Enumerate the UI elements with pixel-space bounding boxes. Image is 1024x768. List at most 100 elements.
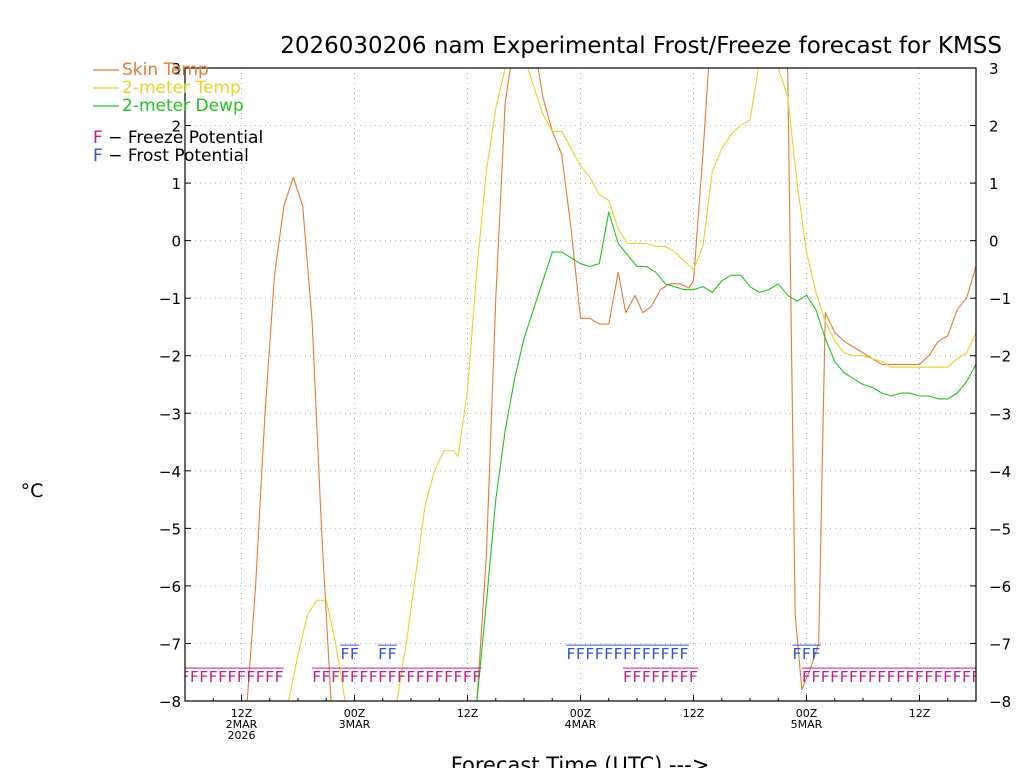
y-tick-label: −5 (159, 520, 181, 538)
freeze-marker: F (623, 668, 632, 686)
legend-label: Skin Temp (122, 60, 209, 80)
frost-marker: F (350, 645, 359, 663)
freeze-marker: F (821, 668, 830, 686)
series-line-2-meter-dewp (476, 211, 976, 701)
freeze-marker: F (416, 668, 425, 686)
frost-marker: F (595, 645, 604, 663)
freeze-marker: F (274, 668, 283, 686)
freeze-marker: F (661, 668, 670, 686)
y-tick-label: 3 (171, 60, 181, 78)
freeze-marker: F (180, 668, 189, 686)
frost-marker: F (802, 645, 811, 663)
frost-marker: F (679, 645, 688, 663)
x-tick-label: 12Z (457, 707, 479, 720)
freeze-marker: F (877, 668, 886, 686)
x-tick-label: 5MAR (791, 718, 823, 731)
y-tick-label-right: 0 (989, 233, 999, 251)
frost-marker: F (566, 645, 575, 663)
x-tick-label: 12Z (909, 707, 931, 720)
y-tick-label-right: −5 (989, 520, 1011, 538)
x-axis-label: Forecast Time (UTC) ---> (451, 753, 710, 768)
frost-marker: F (623, 645, 632, 663)
freeze-marker: F (887, 668, 896, 686)
freeze-marker: F (868, 668, 877, 686)
x-tick-label: 3MAR (339, 718, 371, 731)
freeze-marker: F (227, 668, 236, 686)
x-tick-label: 12Z (231, 707, 253, 720)
y-tick-label: 2 (171, 118, 181, 136)
y-tick-label-right: 3 (989, 60, 999, 78)
y-tick-label-right: 1 (989, 175, 999, 193)
freeze-marker: F (444, 668, 453, 686)
freeze-marker: F (406, 668, 415, 686)
frost-marker: F (792, 645, 801, 663)
freeze-marker: F (378, 668, 387, 686)
freeze-marker: F (340, 668, 349, 686)
freeze-marker: F (397, 668, 406, 686)
series-layer (246, 68, 976, 701)
freeze-marker: F (858, 668, 867, 686)
y-tick-label: −7 (159, 635, 181, 653)
freeze-marker: F (896, 668, 905, 686)
x-tick-label: 2026 (228, 729, 256, 742)
freeze-marker: F (369, 668, 378, 686)
y-tick-label: −6 (159, 578, 181, 596)
x-tick-label: 2MAR (226, 718, 258, 731)
freeze-marker: F (962, 668, 971, 686)
freeze-marker: F (350, 668, 359, 686)
y-tick-label: −1 (159, 290, 181, 308)
freeze-marker: F (924, 668, 933, 686)
freeze-marker: F (651, 668, 660, 686)
freeze-marker: F (915, 668, 924, 686)
series-line-2-meter-temp (288, 68, 976, 701)
potential-legend-text: − Frost Potential (103, 146, 249, 166)
series-line-skin-temp (246, 68, 976, 701)
freeze-marker: F (359, 668, 368, 686)
freeze-marker: F (971, 668, 980, 686)
freeze-marker: F (322, 668, 331, 686)
potential-legend-label: F − Freeze Potential (93, 128, 263, 148)
legend-label: 2-meter Temp (122, 78, 241, 98)
y-tick-label: −3 (159, 405, 181, 423)
y-tick-label-right: −6 (989, 578, 1011, 596)
freeze-marker: F (802, 668, 811, 686)
freeze-marker: F (463, 668, 472, 686)
plot-frame (184, 67, 977, 702)
freeze-marker: F (453, 668, 462, 686)
frost-marker: F (585, 645, 594, 663)
frost-marker: F (387, 645, 396, 663)
freeze-marker: F (934, 668, 943, 686)
y-tick-label: −2 (159, 348, 181, 366)
freeze-marker: F (632, 668, 641, 686)
x-tick-label: 00Z (796, 707, 818, 720)
freeze-marker: F (425, 668, 434, 686)
frost-marker: F (378, 645, 387, 663)
freeze-marker: F (237, 668, 246, 686)
potential-legend-marker: F (93, 128, 103, 148)
chart-title: 2026030206 nam Experimental Frost/Freeze… (280, 33, 1002, 59)
frost-marker: F (661, 645, 670, 663)
axes: 3 3 2 2 1 1 0 0 −1 −1 −2 −2 −3 −3 −4 −4 −5 −5 −6 −6 −7 −7 −8 −8… (159, 60, 1011, 742)
freeze-marker: F (246, 668, 255, 686)
potential-legend-text: − Freeze Potential (103, 128, 263, 148)
freeze-marker: F (811, 668, 820, 686)
y-tick-label: −4 (159, 463, 181, 481)
freeze-marker: F (312, 668, 321, 686)
frost-marker: F (576, 645, 585, 663)
gridlines (185, 68, 976, 701)
freeze-marker: F (199, 668, 208, 686)
x-tick-label: 00Z (344, 707, 366, 720)
potential-legend-label: F − Frost Potential (93, 146, 249, 166)
frost-marker: F (613, 645, 622, 663)
freeze-marker: F (435, 668, 444, 686)
x-tick-label: 00Z (570, 707, 592, 720)
freeze-marker: F (839, 668, 848, 686)
frost-marker: F (632, 645, 641, 663)
freeze-marker: F (387, 668, 396, 686)
frost-marker: F (604, 645, 613, 663)
y-tick-label-right: −2 (989, 348, 1011, 366)
freeze-marker: F (849, 668, 858, 686)
